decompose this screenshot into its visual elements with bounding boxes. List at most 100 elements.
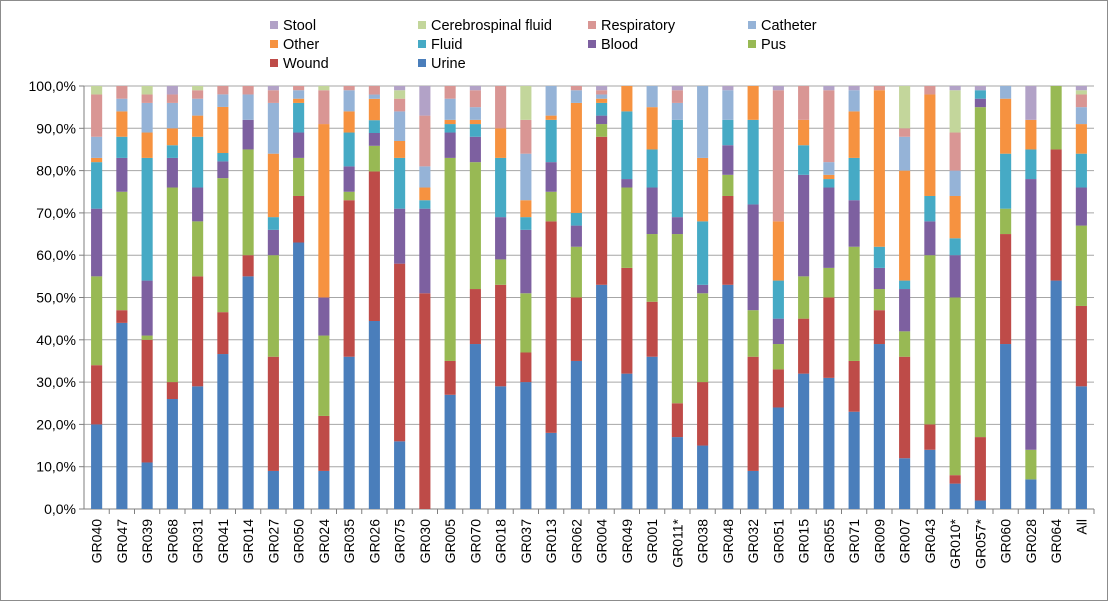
bar-segment-blood [217, 161, 229, 179]
bar-segment-blood [192, 187, 204, 222]
y-tick-label: 10,0% [36, 459, 76, 475]
bar-segment-urine [1025, 479, 1037, 509]
bar-segment-blood [520, 229, 532, 294]
legend-label: Pus [761, 37, 786, 53]
bar-segment-urine [520, 382, 532, 509]
bar-segment-blood [116, 157, 128, 192]
x-tick-label: GR030 [417, 519, 433, 564]
bar-segment-stool [974, 86, 986, 91]
x-tick-label: GR050 [291, 519, 307, 564]
bar-segment-pus [1075, 225, 1087, 306]
bar-segment-stool [671, 86, 683, 91]
bar-segment-respiratory [469, 90, 481, 108]
bar-segment-urine [495, 386, 507, 509]
bar-segment-catheter [217, 94, 229, 107]
bar-segment-wound [293, 195, 305, 243]
bar-segment-other [495, 128, 507, 158]
bar-segment-urine [747, 470, 759, 509]
bar-segment-urine [368, 321, 380, 509]
bar-segment-catheter [394, 111, 406, 141]
x-tick-label: GR055 [821, 519, 837, 564]
bar-segment-fluid [570, 212, 582, 226]
bar-segment-wound [621, 267, 633, 374]
bar-segment-stool [1025, 86, 1037, 120]
bar-segment-pus [646, 234, 658, 302]
bar-segment-catheter [1075, 107, 1087, 125]
bar-segment-catheter [368, 94, 380, 99]
bar-segment-pus [520, 293, 532, 353]
bar-segment-catheter [91, 136, 103, 158]
bar-segment-urine [722, 284, 734, 509]
bar-segment-fluid [899, 280, 911, 290]
bar-segment-respiratory [116, 86, 128, 99]
x-tick-label: GR005 [442, 519, 458, 564]
bar-segment-catheter [848, 90, 860, 112]
bar-segment-blood [772, 318, 784, 345]
bar-segment-wound [747, 356, 759, 471]
legend-swatch [418, 40, 426, 48]
bar-segment-other [924, 94, 936, 196]
bar-segment-urine [596, 284, 608, 509]
bar-segment-urine [1075, 386, 1087, 509]
bar-segment-fluid [141, 157, 153, 281]
bar-segment-pus [141, 335, 153, 340]
bar-segment-catheter [697, 86, 709, 158]
bar-segment-pus [545, 191, 557, 222]
bar-segment-wound [419, 293, 431, 509]
bar-segment-other [823, 174, 835, 180]
legend-label: Urine [431, 56, 466, 72]
bar-segment-urine [166, 399, 178, 509]
bar-segment-wound [545, 221, 557, 433]
bar-segment-other [697, 157, 709, 222]
bar-segment-respiratory [343, 86, 355, 91]
bar-segment-fluid [419, 200, 431, 209]
bar-segment-urine [318, 470, 330, 509]
bar-segment-fluid [394, 157, 406, 209]
bar-segment-pus [368, 145, 380, 172]
bar-segment-respiratory [394, 98, 406, 112]
bar-segment-other [318, 124, 330, 298]
legend-swatch [588, 40, 596, 48]
bar-segment-urine [646, 356, 658, 509]
legend-label: Other [283, 37, 319, 53]
bar-segment-stool [848, 86, 860, 91]
x-tick-label: GR013 [543, 519, 559, 564]
y-tick-label: 40,0% [36, 332, 76, 348]
bar-segment-wound [267, 356, 279, 471]
bar-segment-fluid [343, 132, 355, 167]
bar-segment-catheter [444, 98, 456, 120]
bar-segment-pus [91, 276, 103, 366]
y-tick-label: 30,0% [36, 374, 76, 390]
bar-segment-fluid [747, 119, 759, 205]
bar-segment-other [772, 221, 784, 281]
bar-segment-blood [1075, 187, 1087, 226]
y-tick-label: 20,0% [36, 416, 76, 432]
bar-segment-wound [469, 289, 481, 345]
bar-segment-wound [192, 276, 204, 387]
x-tick-label: GR040 [89, 519, 105, 564]
bar-segment-urine [91, 424, 103, 509]
x-tick-label: GR026 [366, 519, 382, 564]
bar-segment-blood [747, 204, 759, 311]
legend-swatch [270, 40, 278, 48]
legend-label: Blood [601, 37, 638, 53]
x-tick-label: GR035 [341, 519, 357, 564]
x-tick-label: GR057* [972, 518, 988, 568]
bar-segment-respiratory [772, 90, 784, 222]
bar-segment-urine [798, 373, 810, 509]
bar-segment-fluid [495, 157, 507, 218]
bar-segment-urine [974, 500, 986, 509]
bar-segment-urine [545, 432, 557, 509]
bar-segment-urine [1050, 280, 1062, 509]
legend-label: Stool [283, 18, 316, 34]
bar-segment-urine [267, 470, 279, 509]
bar-segment-urine [823, 377, 835, 509]
bar-segment-respiratory [798, 86, 810, 120]
x-tick-label: GR032 [745, 519, 761, 564]
bar-segment-stool [419, 86, 431, 116]
x-tick-label: GR041 [215, 519, 231, 564]
bar-segment-respiratory [293, 86, 305, 91]
bar-segment-pus [343, 191, 355, 201]
bar-segment-catheter [116, 98, 128, 112]
